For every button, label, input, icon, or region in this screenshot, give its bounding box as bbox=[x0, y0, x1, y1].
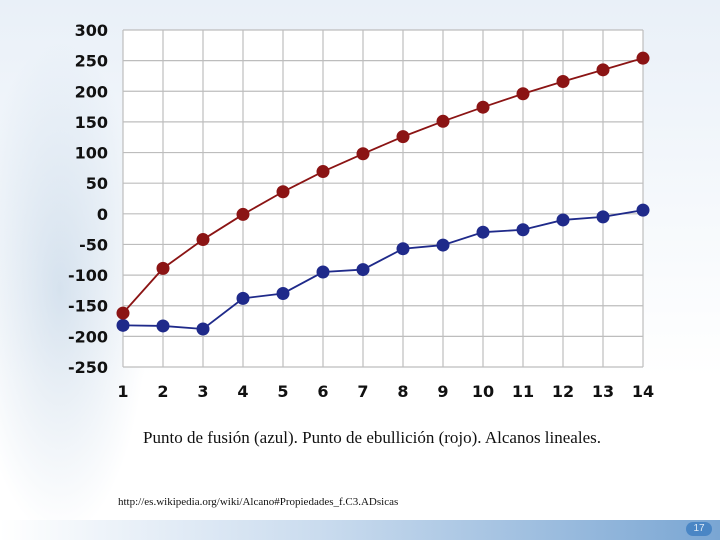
y-tick-label-5: 0 bbox=[97, 205, 108, 224]
page-number: 17 bbox=[686, 522, 712, 536]
x-tick-label-6: 7 bbox=[357, 382, 368, 401]
y-tick-label-9: 200 bbox=[75, 82, 108, 101]
x-tick-label-9: 10 bbox=[472, 382, 494, 401]
data-point-s1-12 bbox=[596, 63, 610, 77]
series-points bbox=[116, 51, 650, 336]
data-point-s0-1 bbox=[156, 319, 170, 333]
data-point-s0-7 bbox=[396, 242, 410, 256]
data-point-s1-7 bbox=[396, 130, 410, 144]
data-point-s1-1 bbox=[156, 261, 170, 275]
data-point-s1-5 bbox=[316, 165, 330, 179]
data-point-s1-4 bbox=[276, 185, 290, 199]
footer-bar bbox=[0, 520, 720, 540]
data-point-s1-10 bbox=[516, 87, 530, 101]
series-line-0 bbox=[122, 209, 644, 330]
x-tick-label-13: 14 bbox=[632, 382, 654, 401]
x-tick-label-5: 6 bbox=[317, 382, 328, 401]
data-point-s0-8 bbox=[436, 238, 450, 252]
plot-area bbox=[123, 30, 643, 367]
series-lines bbox=[122, 57, 644, 330]
data-point-s0-2 bbox=[196, 322, 210, 336]
x-tick-label-4: 5 bbox=[277, 382, 288, 401]
y-tick-label-0: -250 bbox=[68, 358, 108, 377]
data-point-s0-13 bbox=[636, 203, 650, 217]
x-tick-label-12: 13 bbox=[592, 382, 614, 401]
data-point-s0-0 bbox=[116, 318, 130, 332]
y-tick-label-3: -100 bbox=[68, 266, 108, 285]
y-axis-ticks: -250 -200 -150 -100 -50 0 50 100 150 200 250 300 bbox=[68, 21, 108, 377]
data-point-s0-9 bbox=[476, 225, 490, 239]
data-point-s0-11 bbox=[556, 213, 570, 227]
data-point-s0-3 bbox=[236, 291, 250, 305]
x-tick-label-0: 1 bbox=[117, 382, 128, 401]
y-tick-label-6: 50 bbox=[86, 174, 108, 193]
x-axis-ticks: 1 2 3 4 5 6 7 8 9 10 11 12 13 14 bbox=[117, 382, 654, 401]
x-tick-label-10: 11 bbox=[512, 382, 534, 401]
y-tick-label-7: 100 bbox=[75, 144, 108, 163]
x-tick-label-8: 9 bbox=[437, 382, 448, 401]
y-tick-label-1: -200 bbox=[68, 327, 108, 346]
data-point-s1-3 bbox=[236, 207, 250, 221]
data-point-s1-0 bbox=[116, 306, 130, 320]
y-tick-label-4: -50 bbox=[79, 235, 108, 254]
data-point-s0-4 bbox=[276, 286, 290, 300]
y-tick-label-2: -150 bbox=[68, 297, 108, 316]
x-tick-label-3: 4 bbox=[237, 382, 248, 401]
data-point-s0-12 bbox=[596, 210, 610, 224]
data-point-s1-6 bbox=[356, 147, 370, 161]
grid bbox=[122, 29, 644, 368]
data-point-s1-9 bbox=[476, 100, 490, 114]
x-tick-label-1: 2 bbox=[157, 382, 168, 401]
data-point-s0-5 bbox=[316, 265, 330, 279]
x-tick-label-2: 3 bbox=[197, 382, 208, 401]
data-point-s1-2 bbox=[196, 233, 210, 247]
data-point-s0-6 bbox=[356, 263, 370, 277]
data-point-s0-10 bbox=[516, 223, 530, 237]
data-point-s1-8 bbox=[436, 114, 450, 128]
x-tick-label-11: 12 bbox=[552, 382, 574, 401]
data-point-s1-13 bbox=[636, 51, 650, 65]
source-link[interactable]: http://es.wikipedia.org/wiki/Alcano#Prop… bbox=[118, 496, 399, 508]
y-tick-label-8: 150 bbox=[75, 113, 108, 132]
y-tick-label-10: 250 bbox=[75, 52, 108, 71]
y-tick-label-11: 300 bbox=[75, 21, 108, 40]
data-point-s1-11 bbox=[556, 74, 570, 88]
x-tick-label-7: 8 bbox=[397, 382, 408, 401]
chart-caption: Punto de fusión (azul). Punto de ebullic… bbox=[143, 428, 601, 447]
series-line-1 bbox=[122, 57, 644, 314]
